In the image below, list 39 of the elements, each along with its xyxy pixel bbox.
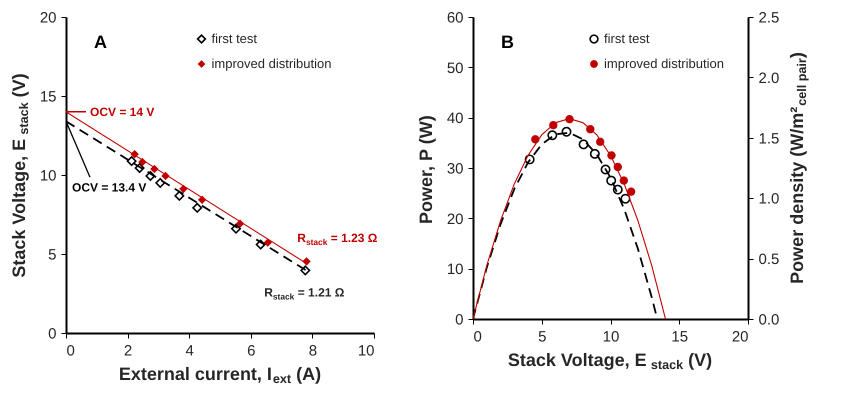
legend-label: first test	[212, 31, 258, 46]
y-tick-label: 15	[40, 88, 56, 106]
x-tick-label: 15	[671, 328, 688, 346]
y-axis-title: Power, P (W)	[416, 115, 436, 224]
y-tick-label: 10	[40, 168, 56, 184]
x-tick-label: 5	[538, 328, 546, 346]
annotation: OCV = 14 V	[90, 104, 154, 119]
y-tick-label: 60	[446, 10, 464, 26]
y-tick-label: 20	[40, 10, 56, 26]
x-tick-label: 10	[602, 328, 620, 346]
y2-tick-label: 1.5	[758, 130, 780, 148]
annotation: OCV = 13.4 V	[72, 180, 146, 194]
x-tick-label: 6	[247, 342, 256, 360]
legend-label: improved distribution	[212, 56, 332, 71]
x-tick-label: 0	[66, 342, 75, 360]
text: B	[501, 32, 514, 52]
y2-tick-label: 1.0	[758, 190, 780, 208]
legend-label: first test	[604, 31, 650, 46]
y-tick-label: 30	[446, 160, 464, 178]
legend-label: improved distribution	[604, 56, 724, 71]
text: A	[94, 32, 107, 52]
y-tick-label: 0	[455, 312, 464, 328]
x-tick-label: 8	[308, 342, 318, 360]
y2-tick-label: 0.0	[758, 312, 780, 328]
x-tick-label: 2	[124, 342, 132, 360]
x-tick-label: 10	[358, 342, 374, 360]
x-tick-label: 4	[186, 342, 194, 360]
y-axis-title: Stack Voltage, Estack (V)	[9, 73, 31, 278]
y-tick-label: 50	[446, 60, 464, 77]
x-tick-label: 20	[732, 328, 748, 346]
y-tick-label: 20	[446, 210, 464, 228]
y2-tick-label: 2.0	[758, 70, 780, 87]
y2-tick-label: 2.5	[758, 10, 780, 26]
y-tick-label: 5	[48, 246, 56, 264]
y-tick-label: 10	[446, 261, 464, 278]
y2-tick-label: 0.5	[758, 251, 780, 268]
y-tick-label: 40	[446, 110, 464, 128]
x-tick-label: 0	[474, 328, 482, 346]
y2-axis-title: Power density (W/m²cell pair)	[787, 52, 809, 284]
